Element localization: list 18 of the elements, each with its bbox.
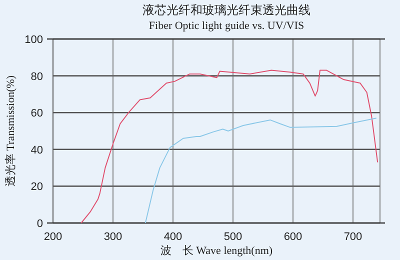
y-tick-label: 80 (30, 70, 43, 83)
line-series (80, 70, 378, 224)
x-axis-title: 波 长 Wave length(nm) (160, 244, 273, 257)
x-tick-label: 200 (44, 231, 62, 243)
y-tick-label: 40 (30, 144, 43, 156)
y-tick-label: 20 (30, 181, 43, 194)
x-tick-label: 300 (104, 231, 122, 243)
x-tick-label: 400 (164, 231, 182, 243)
x-tick-label: 600 (284, 231, 302, 243)
chart-title: 液芯光纤和玻璃光纤束透光曲线 (142, 3, 310, 17)
chart-subtitle: Fiber Optic light guide vs. UV/VIS (148, 20, 304, 32)
y-axis-title: 透光率 Transmission(%) (4, 75, 17, 187)
y-tick-label: 0 (36, 218, 43, 230)
y-tick-label: 60 (30, 108, 43, 120)
x-tick-label: 500 (224, 231, 242, 243)
line-series (144, 118, 377, 224)
x-tick-label: 700 (344, 231, 362, 243)
y-tick-label: 100 (24, 34, 43, 46)
